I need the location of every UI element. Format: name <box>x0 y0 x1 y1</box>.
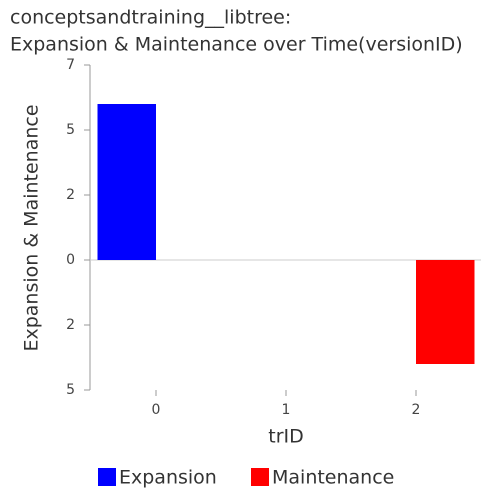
bar <box>416 260 475 364</box>
legend-label: Maintenance <box>272 467 394 489</box>
chart-title: Expansion & Maintenance over Time(versio… <box>10 34 463 56</box>
y-tick-label: 7 <box>66 57 75 73</box>
bar <box>97 104 156 260</box>
y-axis-label: Expansion & Maintenance <box>21 104 43 351</box>
legend-label: Expansion <box>119 467 217 489</box>
x-tick-label: 1 <box>282 402 291 418</box>
chart-title: conceptsandtraining__libtree: <box>10 7 291 29</box>
y-tick-label: 5 <box>66 382 75 398</box>
y-tick-label: 5 <box>66 122 75 138</box>
x-tick-label: 0 <box>152 402 161 418</box>
y-tick-label: 2 <box>66 187 75 203</box>
legend-swatch <box>98 468 116 486</box>
x-tick-label: 2 <box>412 402 421 418</box>
y-tick-label: 0 <box>66 252 75 268</box>
legend-swatch <box>251 468 269 486</box>
y-tick-label: 2 <box>66 317 75 333</box>
x-axis-label: trID <box>268 426 304 448</box>
